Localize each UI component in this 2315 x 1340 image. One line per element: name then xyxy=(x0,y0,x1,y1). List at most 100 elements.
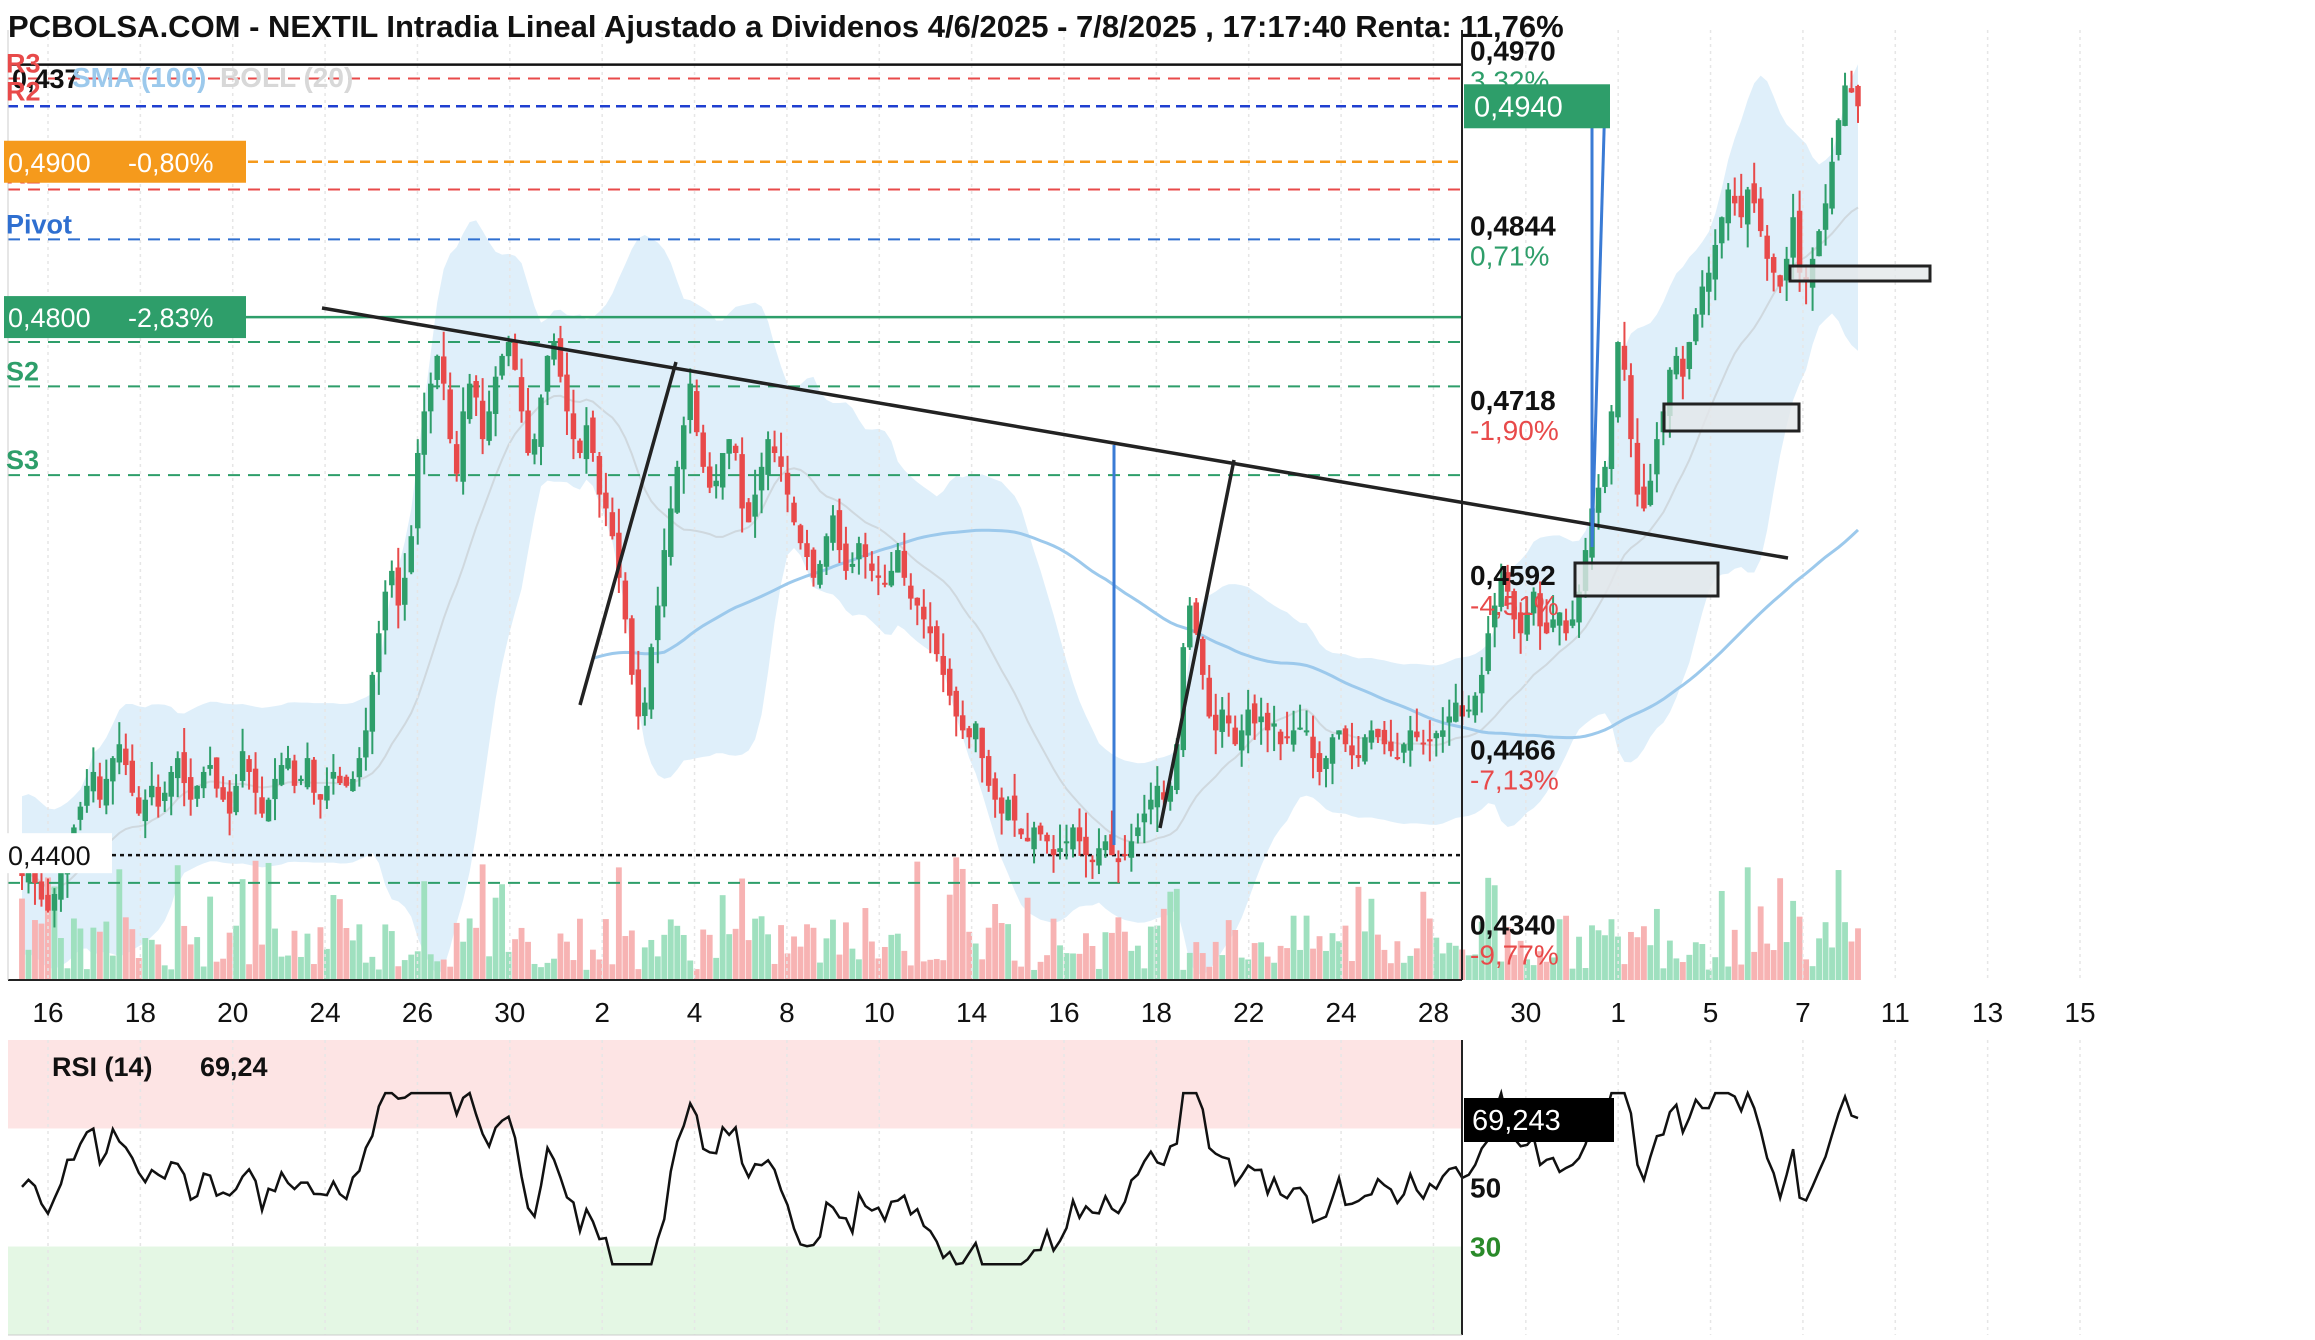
volume-bar xyxy=(1517,940,1524,980)
candle-body xyxy=(1770,257,1777,273)
volume-bar xyxy=(577,918,583,980)
volume-bar xyxy=(894,933,901,980)
volume-bar xyxy=(1751,951,1758,980)
candle-body xyxy=(200,771,207,789)
volume-bar xyxy=(791,936,797,980)
candle-body xyxy=(1790,217,1796,258)
candle-body xyxy=(486,411,492,441)
volume-bar xyxy=(817,962,823,980)
candle-body xyxy=(1368,730,1375,743)
volume-bar xyxy=(901,950,908,980)
volume-bar xyxy=(1109,932,1115,980)
volume-bar xyxy=(336,899,343,980)
volume-bar xyxy=(330,895,337,980)
volume-bar xyxy=(1420,891,1427,980)
candle-body xyxy=(369,674,376,732)
volume-bar xyxy=(1199,953,1206,980)
candle-body xyxy=(440,356,447,384)
volume-bar xyxy=(855,959,862,980)
volume-bar xyxy=(1024,897,1031,980)
volume-bar xyxy=(1329,933,1336,980)
candle-body xyxy=(311,759,317,793)
volume-bar xyxy=(1037,961,1044,980)
volume-bar xyxy=(1465,955,1472,980)
x-tick-label: 20 xyxy=(217,997,248,1028)
volume-bar xyxy=(1206,966,1213,980)
volume-bar xyxy=(109,955,116,980)
volume-bar xyxy=(713,957,720,980)
volume-bar xyxy=(1796,916,1803,980)
candle-body xyxy=(350,778,356,792)
resistance-trendline xyxy=(321,306,1789,560)
candle-body xyxy=(1472,695,1478,716)
volume-bar xyxy=(570,960,577,980)
volume-bar xyxy=(1336,941,1342,980)
candle-body xyxy=(265,799,272,822)
volume-bar xyxy=(933,958,940,980)
green-badge-pct: -2,83% xyxy=(128,303,214,333)
candle-body xyxy=(1316,753,1323,772)
candle-body xyxy=(1744,189,1751,225)
volume-bar xyxy=(862,908,869,980)
candle-body xyxy=(402,577,408,605)
legend-boll: BOLL (20) xyxy=(220,62,353,93)
candle-body xyxy=(1375,728,1381,738)
volume-bar xyxy=(1666,940,1673,980)
price-tick-pct-3: -4,51% xyxy=(1470,590,1559,621)
candle-body xyxy=(745,502,752,523)
candle-body xyxy=(1271,723,1277,727)
sma-100-line xyxy=(592,528,1860,740)
candle-body xyxy=(1427,739,1433,742)
volume-bar xyxy=(959,868,966,980)
volume-bar xyxy=(538,967,544,980)
volume-bar xyxy=(1284,948,1291,980)
candle-body xyxy=(233,785,239,813)
candle-body xyxy=(1621,345,1628,370)
candle-body xyxy=(1031,827,1037,850)
candle-body xyxy=(648,647,655,710)
dotted-badge-price: 0,4400 xyxy=(8,841,91,871)
candle-body xyxy=(1083,836,1089,856)
x-tick-label: 2 xyxy=(594,997,610,1028)
candle-body xyxy=(947,668,953,696)
candle-body xyxy=(1751,183,1757,204)
volume-bar xyxy=(940,960,947,980)
price-tick-pct-2: -1,90% xyxy=(1470,415,1559,446)
volume-bar xyxy=(1407,955,1414,980)
candle-body xyxy=(123,748,129,766)
volume-bar xyxy=(1251,943,1258,980)
volume-bar xyxy=(544,962,551,980)
volume-bar xyxy=(1712,957,1719,980)
candle-body xyxy=(272,778,278,800)
candle-body xyxy=(512,341,518,370)
candle-body xyxy=(1050,849,1057,856)
volume-bar xyxy=(512,939,518,980)
volume-bar xyxy=(518,927,525,980)
candle-body xyxy=(1842,85,1848,126)
volume-bar xyxy=(1102,932,1109,980)
volume-bar xyxy=(32,920,38,980)
candle-body xyxy=(1699,286,1706,315)
volume-bar xyxy=(1640,926,1647,980)
volume-bar xyxy=(408,954,415,980)
candle-body xyxy=(395,567,402,606)
candle-body xyxy=(862,544,869,558)
volume-bar xyxy=(1070,953,1076,980)
candle-body xyxy=(1667,369,1673,416)
candle-body xyxy=(979,727,985,759)
legend-partial-value: 0,437 xyxy=(12,64,80,94)
volume-bar xyxy=(1647,945,1654,980)
candle-body xyxy=(317,794,324,800)
volume-bar xyxy=(1154,925,1161,980)
candle-body xyxy=(687,383,693,421)
candle-body xyxy=(985,756,992,786)
x-tick-label: 18 xyxy=(125,997,156,1028)
candle-body xyxy=(1290,730,1297,745)
volume-bar xyxy=(778,925,784,980)
candle-body xyxy=(622,580,629,620)
candle-body xyxy=(1303,730,1310,733)
volume-bar xyxy=(116,869,123,980)
candle-body xyxy=(1485,633,1491,671)
candle-body xyxy=(1796,210,1803,273)
volume-bar xyxy=(1258,942,1265,980)
